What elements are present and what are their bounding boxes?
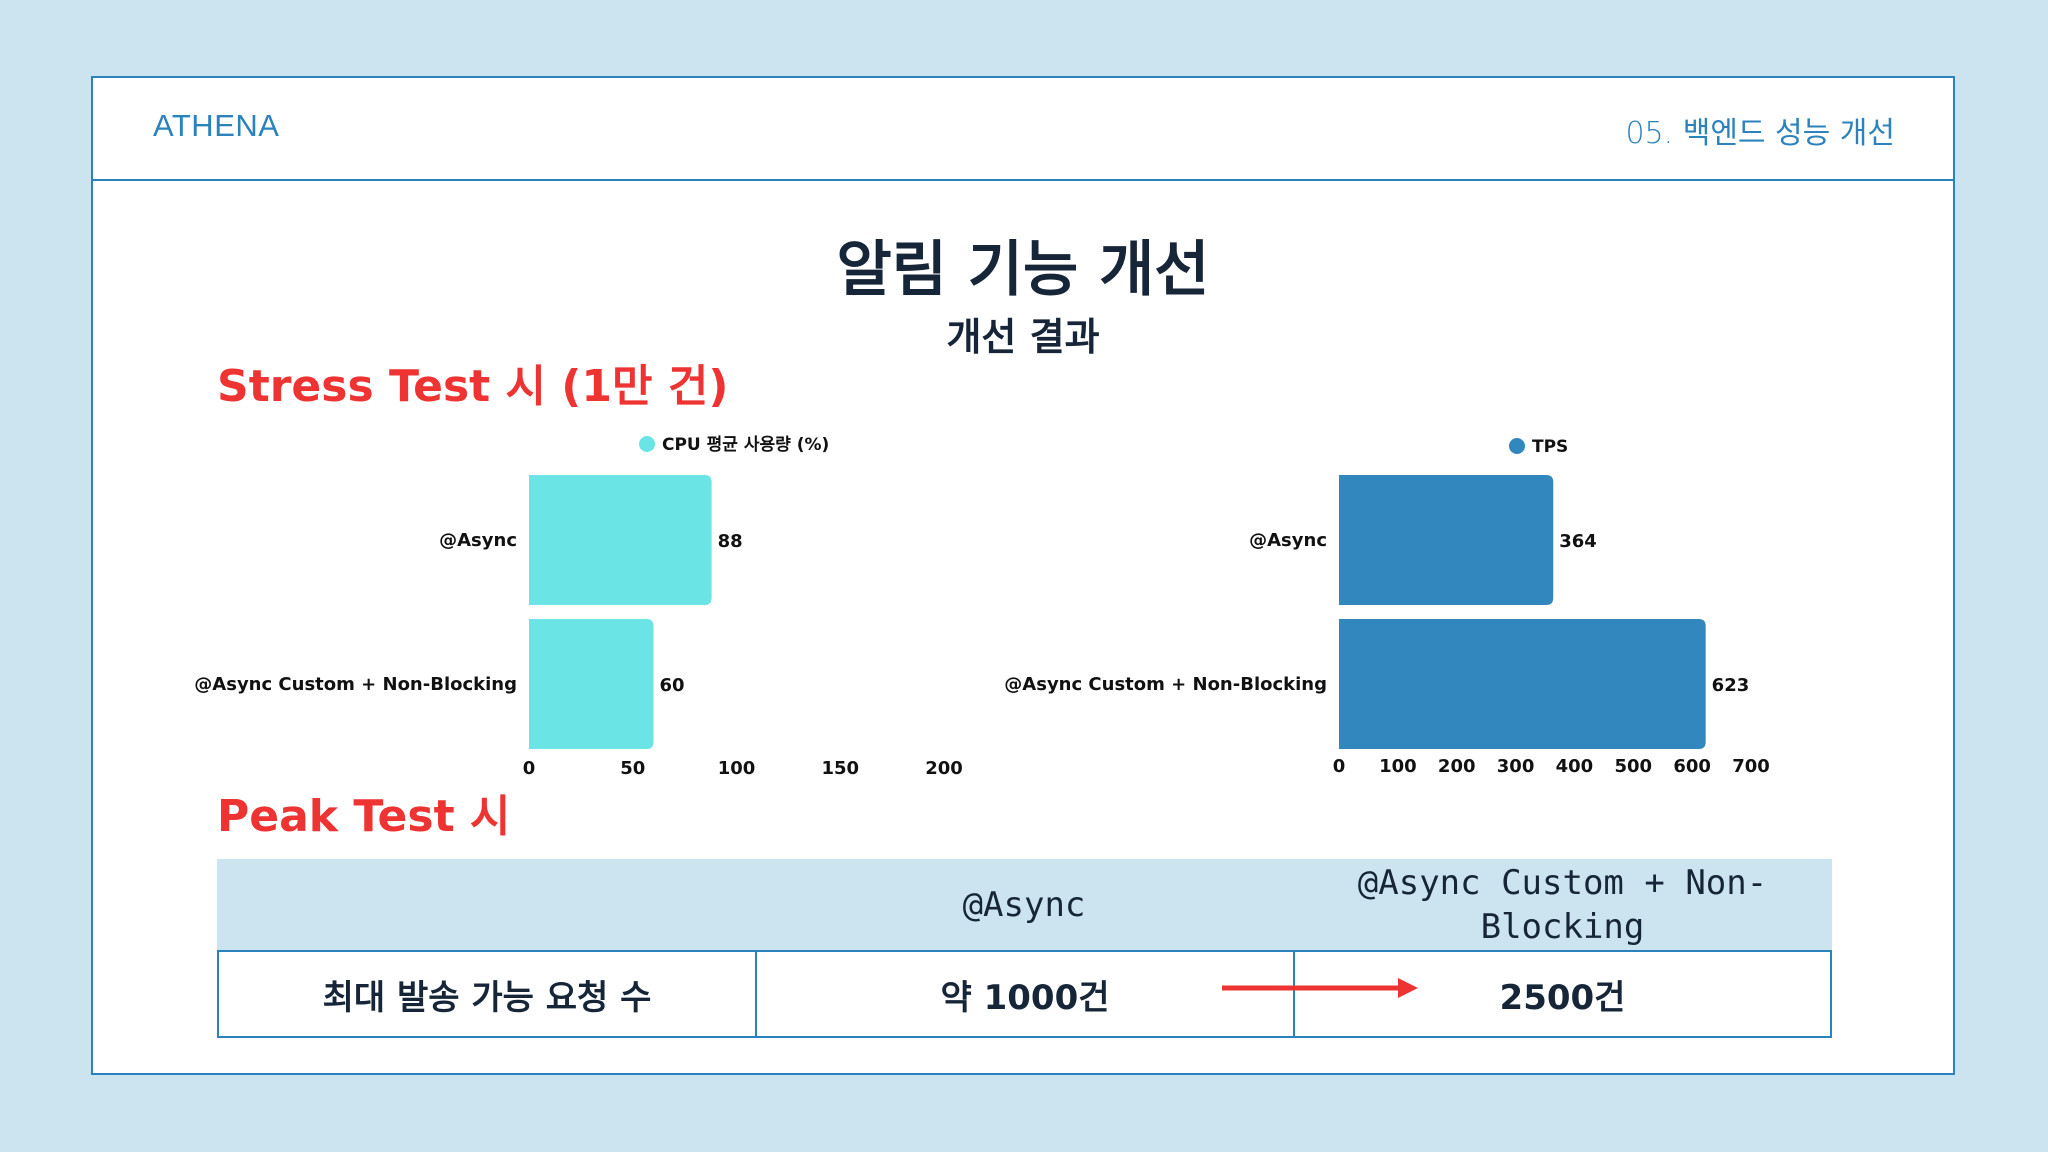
cpu-tick-label: 50 [620,758,645,779]
cpu-category-label: @Async Custom + Non-Blocking [194,674,517,695]
tps-tick-label: 200 [1438,756,1476,777]
table-header-empty [217,859,755,950]
page-title: 알림 기능 개선 [836,235,1210,305]
slide-header: ATHENA 05. 백엔드 성능 개선 [93,78,1953,181]
tps-category-label: @Async Custom + Non-Blocking [1004,674,1327,695]
tps-tick-label: 700 [1732,756,1770,777]
page-subtitle: 개선 결과 [946,315,1100,359]
tps-legend-label: TPS [1532,437,1568,457]
tps-bar [1339,619,1706,749]
tps-bar [1339,475,1554,605]
cpu-value-label: 88 [718,531,743,552]
table-row: 최대 발송 가능 요청 수 약 1000건 2500건 [217,950,1832,1038]
cpu-tick-label: 200 [925,758,963,779]
table-header-async: @Async [962,884,1086,925]
cpu-value-label: 60 [660,675,685,696]
async-value: 약 1000건 [755,952,1293,1036]
tps-tick-label: 100 [1379,756,1417,777]
custom-value: 2500건 [1293,952,1830,1036]
table-header-row: @Async @Async Custom + Non-Blocking [217,859,1832,950]
tps-tick-label: 400 [1556,756,1594,777]
table-header-custom: @Async Custom + Non-Blocking [1357,862,1768,947]
tps-value-label: 623 [1712,675,1750,696]
peak-test-heading: Peak Test 시 [217,791,511,842]
tps-category-label: @Async [1249,530,1327,551]
stress-test-heading: Stress Test 시 (1만 건) [217,361,729,412]
tps-tick-label: 500 [1614,756,1652,777]
cpu-bar [529,619,654,749]
cpu-legend-marker [639,436,655,452]
cpu-usage-chart: CPU 평균 사용량 (%) @Async 88 @Async Custom + No… [194,435,963,779]
cpu-tick-label: 150 [821,758,859,779]
slide: ATHENA 05. 백엔드 성능 개선 알림 기능 개선 개선 결과 Stre… [91,76,1955,1075]
tps-tick-label: 300 [1497,756,1535,777]
cpu-category-label: @Async [439,530,517,551]
row-label: 최대 발송 가능 요청 수 [322,977,652,1018]
tps-value-label: 364 [1559,531,1597,552]
tps-tick-label: 0 [1333,756,1346,777]
brand-label: ATHENA [153,108,280,143]
cpu-tick-label: 0 [523,758,536,779]
tps-tick-label: 600 [1673,756,1711,777]
tps-legend-marker [1509,438,1525,454]
cpu-tick-label: 100 [718,758,756,779]
section-label: 05. 백엔드 성능 개선 [1625,116,1895,151]
peak-test-table: @Async @Async Custom + Non-Blocking 최대 발… [217,859,1832,1038]
tps-chart: TPS @Async 364 @Async Custom + Non-Blocking… [1004,437,1770,777]
cpu-legend-label: CPU 평균 사용량 (%) [662,435,829,455]
improvement-arrow-icon [1222,978,1418,998]
cpu-bar [529,475,712,605]
